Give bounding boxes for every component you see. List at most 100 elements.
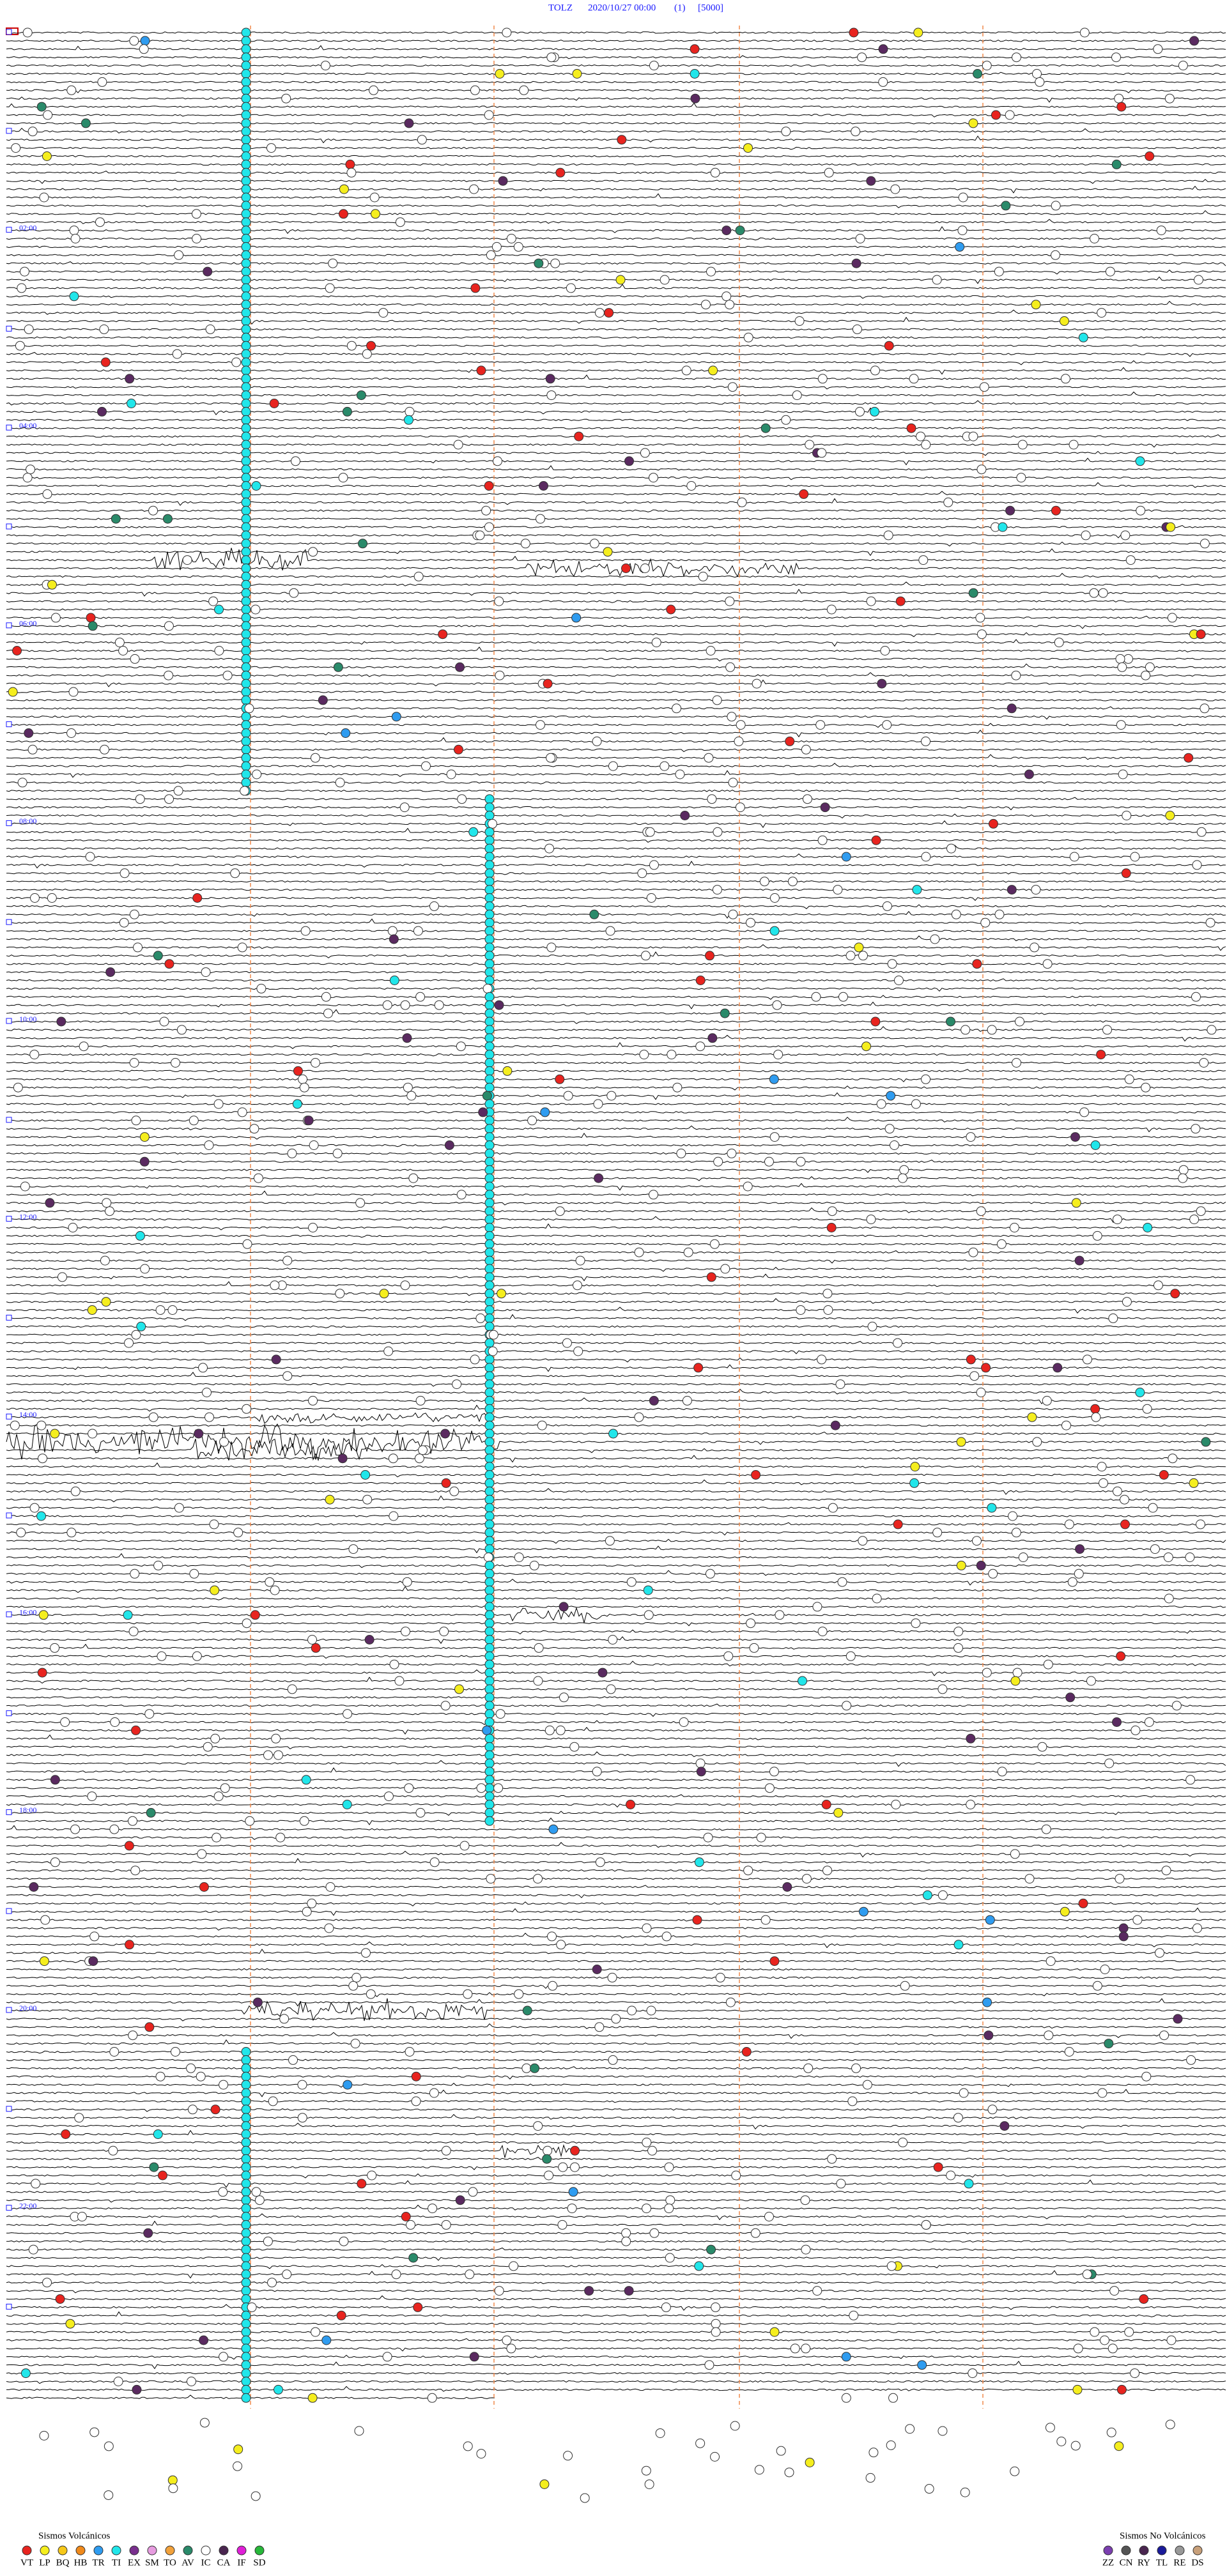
event-marker (241, 365, 251, 376)
event-marker (642, 1923, 652, 1933)
event-marker (81, 118, 91, 128)
event-marker (105, 1206, 115, 1216)
event-marker (769, 1132, 780, 1142)
event-marker (241, 36, 251, 46)
event-marker (251, 481, 261, 491)
legend-swatch (219, 2545, 229, 2556)
legend-label: SM (145, 2557, 159, 2568)
event-marker (1027, 1412, 1037, 1422)
event-marker (241, 2294, 251, 2304)
event-marker (1207, 1025, 1217, 1035)
event-marker (42, 151, 52, 161)
event-marker (439, 1627, 449, 1637)
event-marker (241, 712, 251, 722)
event-marker (210, 1733, 220, 1744)
event-marker (241, 2047, 251, 2057)
event-marker (484, 1667, 495, 1678)
event-marker (555, 1725, 566, 1735)
event-marker (208, 596, 219, 606)
event-marker (858, 1906, 868, 1917)
event-marker (580, 2493, 590, 2503)
event-marker (987, 2104, 998, 2115)
event-marker (241, 2179, 251, 2189)
event-marker (695, 976, 706, 985)
event-marker (27, 744, 38, 755)
trace (6, 2380, 1226, 2384)
event-marker (143, 2228, 153, 2238)
event-marker (594, 308, 605, 318)
event-marker (1150, 1544, 1160, 1554)
event-marker (241, 209, 251, 219)
time-label: 04:00 (19, 421, 36, 430)
event-marker (828, 1503, 838, 1513)
event-marker (968, 2368, 978, 2379)
event-marker (725, 662, 736, 672)
trace (6, 541, 1226, 547)
trace (6, 861, 1226, 869)
trace (6, 1703, 1226, 1707)
event-marker (1072, 2384, 1083, 2395)
event-marker (241, 159, 251, 169)
event-marker (966, 1354, 976, 1365)
event-marker (1097, 1462, 1107, 1472)
event-marker (1037, 1742, 1047, 1752)
event-marker (307, 1898, 317, 1908)
hour-square (6, 1117, 12, 1123)
trace (6, 1607, 1226, 1624)
event-marker (468, 2187, 478, 2197)
trace (6, 944, 1226, 951)
event-marker (938, 2426, 948, 2436)
event-marker (24, 728, 34, 738)
event-marker (162, 514, 173, 524)
event-marker (988, 1568, 998, 1579)
event-marker (707, 794, 717, 804)
event-marker (87, 1791, 97, 1802)
event-marker (38, 1453, 48, 1464)
event-marker (727, 382, 737, 392)
event-marker (484, 794, 495, 804)
event-marker (773, 1050, 783, 1060)
event-marker (836, 2179, 846, 2189)
event-marker (494, 596, 504, 606)
trace (6, 465, 1226, 471)
event-marker (1082, 1354, 1092, 1365)
event-marker (695, 1758, 706, 1768)
event-marker (449, 1486, 459, 1496)
event-marker (634, 1412, 644, 1422)
event-marker (484, 1305, 495, 1315)
event-marker (593, 1099, 603, 1109)
legend-swatch (1175, 2545, 1185, 2556)
event-marker (743, 332, 753, 342)
trace (6, 548, 1226, 571)
event-marker (484, 1519, 495, 1529)
legend-title: Sismos No Volcánicos (1120, 2531, 1206, 2541)
event-marker (251, 604, 261, 615)
legend-label: RE (1173, 2557, 1185, 2568)
event-marker (643, 1585, 653, 1595)
event-marker (20, 2368, 31, 2379)
event-marker (484, 1132, 495, 1142)
trace (6, 1259, 1226, 1264)
hour-square (6, 622, 12, 629)
event-marker (241, 300, 251, 310)
legend-swatch (22, 2545, 32, 2556)
event-marker (1168, 1453, 1178, 1464)
event-marker (212, 1832, 222, 1843)
trace (6, 2240, 1226, 2242)
event-marker (871, 835, 881, 845)
event-marker (921, 852, 931, 862)
event-marker (648, 1190, 658, 1200)
trace (6, 1894, 1226, 1899)
event-marker (1145, 151, 1155, 161)
event-marker (1171, 1701, 1182, 1711)
trace (6, 1660, 1226, 1667)
event-marker (173, 786, 183, 796)
event-marker (566, 283, 576, 293)
event-marker (821, 1800, 831, 1809)
event-marker (132, 2384, 142, 2395)
event-marker (943, 497, 953, 507)
event-marker (484, 1775, 495, 1785)
event-marker (493, 1783, 504, 1793)
event-marker (241, 2071, 251, 2082)
trace (6, 872, 1226, 875)
